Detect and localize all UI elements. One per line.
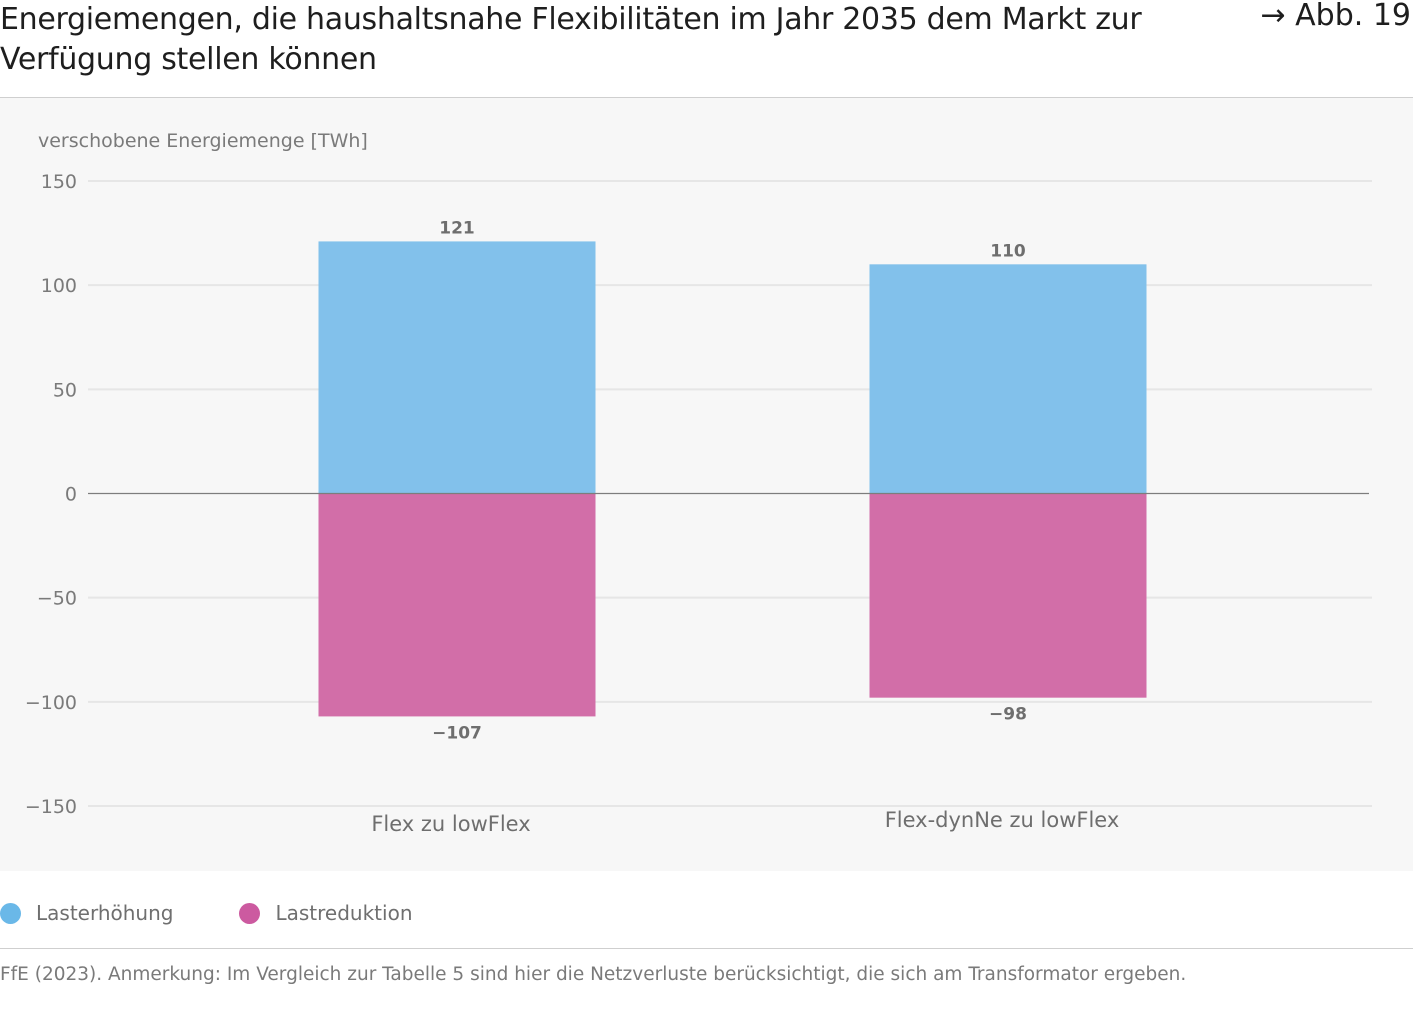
y-tick-label: −150 <box>25 796 77 818</box>
legend: Lasterhöhung Lastreduktion <box>0 898 479 928</box>
y-tick-label: −50 <box>37 588 77 610</box>
figure-reference: → Abb. 19 <box>1260 0 1411 33</box>
chart-panel: verschobene Energiemenge [TWh] 150 100 50 0 −… <box>0 98 1413 871</box>
x-category-label: Flex-dynNe zu lowFlex <box>885 808 1120 832</box>
legend-label: Lasterhöhung <box>36 901 174 925</box>
bar-lastreduktion <box>869 493 1147 698</box>
chart-title: Energiemengen, die haushaltsnahe Flexibi… <box>0 2 1142 77</box>
bar-lastreduktion <box>318 493 596 717</box>
y-tick-label: 0 <box>65 484 77 506</box>
bar-lasterhoehung <box>318 241 596 494</box>
legend-item-lastreduktion: Lastreduktion <box>239 901 413 925</box>
legend-swatch-lasterhoehung <box>0 902 21 924</box>
legend-swatch-lastreduktion <box>239 902 261 924</box>
source-note: FfE (2023). Anmerkung: Im Vergleich zur … <box>0 964 1187 985</box>
y-tick-label: 100 <box>41 275 77 297</box>
legend-label: Lastreduktion <box>275 901 413 925</box>
bar-chart: verschobene Energiemenge [TWh] 150 100 50 0 −… <box>25 130 1372 836</box>
legend-item-lasterhoehung: Lasterhöhung <box>0 901 173 925</box>
y-tick-label: 50 <box>53 379 77 401</box>
data-label: −98 <box>989 705 1027 725</box>
data-label: 110 <box>990 241 1026 261</box>
y-axis-title: verschobene Energiemenge [TWh] <box>38 130 368 152</box>
top-divider <box>0 97 1413 98</box>
y-tick-label: −100 <box>25 692 77 714</box>
data-label: 121 <box>439 218 475 238</box>
data-label: −107 <box>432 723 482 743</box>
x-category-label: Flex zu lowFlex <box>371 812 530 836</box>
bottom-divider <box>0 948 1413 949</box>
y-tick-label: 150 <box>41 171 77 193</box>
bar-lasterhoehung <box>869 264 1147 494</box>
